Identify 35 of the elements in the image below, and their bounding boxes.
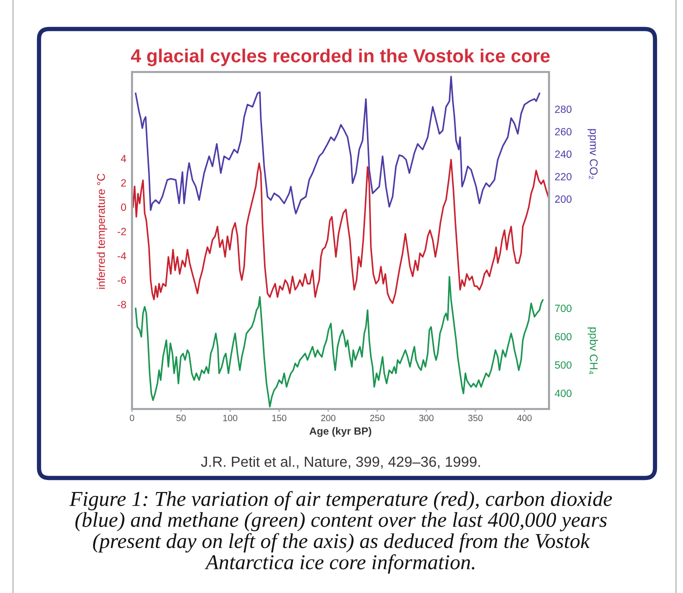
x-tick-label: 350 [468,414,483,422]
y-tick-label: -4 [118,252,126,260]
y2-tick-label: 260 [555,128,572,136]
x-tick-label: 200 [321,414,336,422]
text: J.R. Petit et al., Nature, 399, 429–36, 1999. [200,456,480,469]
y2-tick-label: 200 [555,195,572,203]
line-series [132,158,549,304]
y2-axis-title: ppmv CO₂ [588,129,598,180]
x-tick-label: 300 [419,414,434,422]
y-axis-title: inferred temperature °C [96,174,108,289]
line-series [134,76,540,214]
x-tick-label: 0 [130,414,134,422]
y-tick-label: 4 [120,154,126,162]
caption: Figure 1: The variation of air temperature (red), carbon dioxide (blue) and methane (green) content over the last 400,000 years (present day on left of the axis) as deduced from the Vostok Antarctica ice core information. [69,491,612,574]
x-tick-label: 50 [176,414,186,422]
line-series [134,276,544,408]
y-tick-label: -6 [118,276,126,284]
y3-tick-label: 400 [554,390,572,398]
x-axis-title: Age (kyr BP) [310,427,372,437]
y2-tick-label: 220 [555,172,572,180]
chart-title: 4 glacial cycles recorded in the Vostok ice core [130,48,550,66]
x-tick-label: 400 [517,414,532,422]
y3-axis-title: ppbv CH₄ [588,327,598,374]
y3-tick-label: 700 [555,304,572,312]
y3-tick-label: 600 [555,333,572,340]
y-tick-label: 2 [121,179,126,186]
x-tick-label: 100 [223,414,238,422]
x-tick-label: 250 [370,414,384,422]
y-tick-label: -2 [118,228,126,236]
y-tick-label: 0 [121,204,126,211]
y3-tick-label: 500 [554,361,572,369]
y-tick-label: -8 [118,300,126,308]
y2-tick-label: 240 [555,150,572,158]
y2-tick-label: 280 [555,106,572,113]
x-tick-label: 150 [272,414,286,422]
